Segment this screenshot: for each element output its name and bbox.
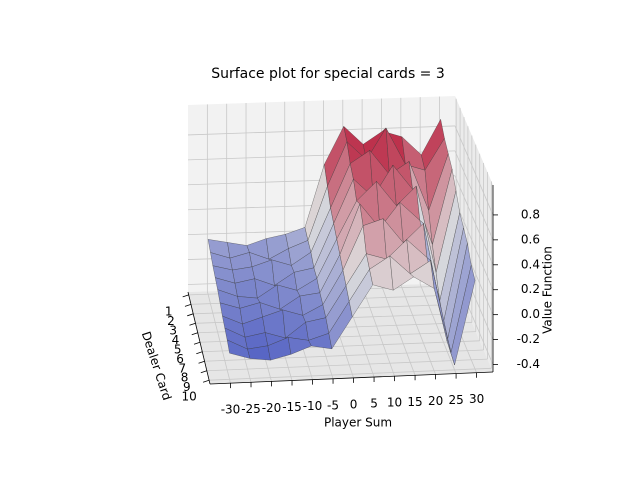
z-tick-label: 0.2: [521, 282, 540, 296]
grid-line: [454, 175, 494, 265]
surface-patch: [450, 265, 476, 366]
x-tick-label: -25: [241, 402, 261, 416]
z-tick-label: 0.6: [521, 232, 540, 246]
grid-line: [206, 291, 231, 384]
z-tick-label: -0.4: [517, 357, 540, 371]
x-tick-label: 5: [370, 397, 378, 411]
x-tick-label: 25: [448, 393, 463, 407]
grid-line: [361, 285, 395, 377]
y-tick-label: 7: [178, 361, 186, 375]
grid-line: [400, 284, 436, 375]
y-tick-label: 2: [167, 314, 175, 328]
tick-mark: [187, 313, 194, 317]
chart-title: Surface plot for special cards = 3: [211, 66, 445, 82]
x-tick-label: -5: [327, 398, 339, 412]
y-tick-label: 9: [183, 380, 191, 394]
tick-mark: [189, 322, 196, 326]
x-tick-label: -15: [282, 400, 302, 414]
y-tick-label: 5: [174, 342, 182, 356]
x-tick-label: -20: [262, 401, 282, 415]
tick-mark: [198, 360, 205, 364]
z-tick-label: -0.2: [517, 332, 540, 346]
tick-mark: [184, 303, 192, 307]
grid-line: [454, 125, 494, 216]
axis-line: [209, 371, 494, 385]
z-tick-label: 0.4: [521, 257, 540, 271]
x-tick-label: 0: [350, 397, 358, 411]
axis-line: [187, 291, 211, 385]
y-tick-label: 1: [165, 304, 173, 318]
tick-mark: [196, 351, 203, 355]
grid-line: [206, 358, 488, 372]
grid-line: [454, 150, 494, 241]
x-axis-label: Player Sum: [324, 416, 392, 430]
x-tick-label: 15: [407, 395, 422, 409]
grid-line: [381, 285, 416, 376]
x-tick-label: -30: [221, 403, 241, 417]
x-tick-label: -10: [303, 399, 323, 413]
x-tick-label: 20: [428, 394, 443, 408]
tick-mark: [182, 294, 189, 298]
tick-mark: [202, 379, 210, 383]
y-tick-label: 6: [176, 352, 184, 366]
tick-mark: [193, 341, 201, 345]
z-axis-label: Value Function: [541, 246, 555, 334]
y-tick-label: 3: [169, 323, 177, 337]
y-tick-label: 10: [181, 390, 196, 404]
grid-line: [204, 349, 484, 362]
tick-mark: [191, 332, 198, 336]
z-tick-label: 0.8: [521, 207, 540, 221]
y-tick-label: 4: [172, 333, 180, 347]
z-tick-label: 0.0: [521, 307, 540, 321]
tick-mark: [200, 370, 207, 374]
x-tick-label: 10: [387, 396, 402, 410]
surface-patch: [362, 218, 387, 260]
grid-line: [187, 125, 456, 136]
y-axis-label: Dealer Card: [139, 330, 174, 402]
grid-line: [209, 367, 492, 381]
grid-line: [419, 284, 457, 374]
grid-line: [454, 200, 494, 290]
y-tick-label: 8: [181, 371, 189, 385]
x-tick-label: 30: [469, 392, 484, 406]
